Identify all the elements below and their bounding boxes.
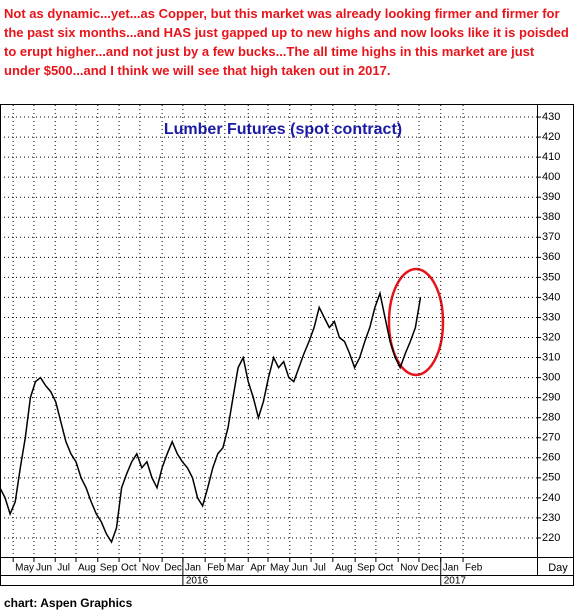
y-tick-label: 280	[542, 412, 560, 424]
x-tick-label: Aug	[335, 563, 353, 574]
x-tick-label: Apr	[250, 563, 266, 574]
y-tick-label: 320	[542, 331, 560, 343]
year-label: 2016	[186, 576, 209, 587]
y-tick-label: 330	[542, 311, 560, 323]
x-tick-label: Nov	[400, 563, 418, 574]
x-axis-label: Day	[548, 562, 568, 574]
source: chart: Aspen Graphics	[4, 596, 133, 610]
y-tick-label: 380	[542, 211, 560, 223]
x-tick-label: Jul	[57, 563, 70, 574]
x-tick-label: Dec	[421, 563, 439, 574]
x-tick-label: Jun	[36, 563, 52, 574]
chart-title: Lumber Futures (spot contract)	[164, 121, 402, 138]
x-tick-label: May	[270, 563, 289, 574]
y-tick-label: 220	[542, 532, 560, 544]
x-tick-label: Oct	[121, 563, 137, 574]
x-tick-label: Nov	[142, 563, 160, 574]
x-tick-label: Jul	[313, 563, 326, 574]
y-tick-label: 240	[542, 492, 560, 504]
y-tick-label: 420	[542, 131, 560, 143]
y-tick-label: 300	[542, 372, 560, 384]
y-tick-label: 370	[542, 231, 560, 243]
price-line	[0, 290, 422, 544]
y-tick-label: 230	[542, 512, 560, 524]
annotation: Not as dynamic...yet...as Copper, but th…	[4, 6, 569, 78]
x-tick-label: Aug	[78, 563, 96, 574]
y-tick-label: 290	[542, 392, 560, 404]
y-tick-label: 250	[542, 472, 560, 484]
y-tick-label: 310	[542, 351, 560, 363]
frame	[0, 104, 574, 586]
x-tick-label: Feb	[465, 563, 483, 574]
x-tick-label: Jan	[185, 563, 201, 574]
x-tick-label: Sep	[100, 563, 118, 574]
x-tick-label: Jun	[292, 563, 308, 574]
x-tick-label: Feb	[207, 563, 225, 574]
x-tick-label: Sep	[357, 563, 375, 574]
x-tick-label: May	[15, 563, 34, 574]
x-tick-label: Oct	[378, 563, 394, 574]
y-tick-label: 410	[542, 151, 560, 163]
y-tick-label: 400	[542, 171, 560, 183]
y-tick-label: 360	[542, 251, 560, 263]
x-tick-label: Jan	[443, 563, 459, 574]
year-label: 2017	[444, 576, 467, 587]
y-tick-label: 340	[542, 291, 560, 303]
x-tick-label: Mar	[227, 563, 245, 574]
x-tick-label: Dec	[164, 563, 182, 574]
y-tick-label: 270	[542, 432, 560, 444]
y-tick-label: 260	[542, 452, 560, 464]
y-tick-label: 430	[542, 111, 560, 123]
y-tick-label: 350	[542, 271, 560, 283]
highlight-ellipse	[387, 267, 445, 377]
y-tick-label: 390	[542, 191, 560, 203]
